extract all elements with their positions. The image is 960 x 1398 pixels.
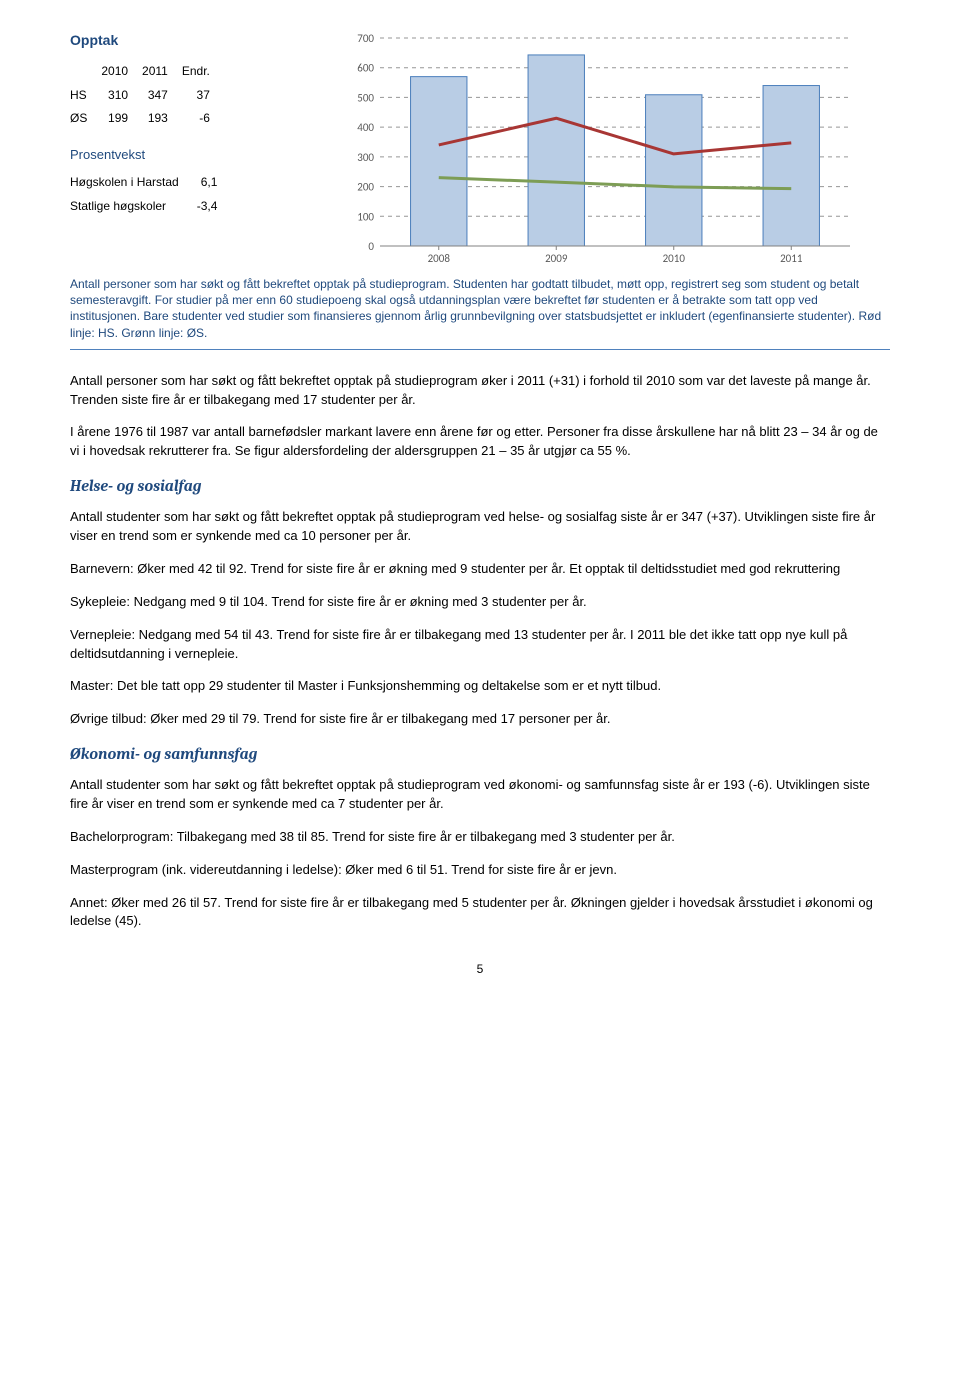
- prosent-table: Høgskolen i Harstad 6,1 Statlige høgskol…: [70, 171, 235, 218]
- table-row: ØS 199 193 -6: [70, 107, 224, 130]
- paragraph: Bachelorprogram: Tilbakegang med 38 til …: [70, 828, 890, 847]
- table-row: Høgskolen i Harstad 6,1: [70, 171, 235, 194]
- cell: 347: [142, 84, 182, 107]
- table-header-row: 2010 2011 Endr.: [70, 60, 224, 83]
- cell: 37: [182, 84, 224, 107]
- cell: -6: [182, 107, 224, 130]
- page-number: 5: [70, 961, 890, 978]
- opptak-table: 2010 2011 Endr. HS 310 347 37 ØS 199 193…: [70, 60, 224, 130]
- subheading-okonomi: Økonomi- og samfunnsfag: [70, 743, 890, 766]
- paragraph: Masterprogram (ink. videreutdanning i le…: [70, 861, 890, 880]
- row-label: Statlige høgskoler: [70, 195, 197, 218]
- paragraph: Antall personer som har søkt og fått bek…: [70, 372, 890, 410]
- cell: 199: [101, 107, 142, 130]
- table-row: Statlige høgskoler -3,4: [70, 195, 235, 218]
- chart-caption: Antall personer som har søkt og fått bek…: [70, 276, 890, 350]
- paragraph: Vernepleie: Nedgang med 54 til 43. Trend…: [70, 626, 890, 664]
- cell: 193: [142, 107, 182, 130]
- svg-text:2008: 2008: [428, 252, 451, 265]
- subheading-helse: Helse- og sosialfag: [70, 475, 890, 498]
- paragraph: Master: Det ble tatt opp 29 studenter ti…: [70, 677, 890, 696]
- th-2011: 2011: [142, 60, 182, 83]
- th-endr: Endr.: [182, 60, 224, 83]
- cell: -3,4: [197, 195, 236, 218]
- paragraph: Annet: Øker med 26 til 57. Trend for sis…: [70, 894, 890, 932]
- chart-column: 0 100 200 300 400 500 600 700 2008 2009 2010 2011: [340, 30, 890, 270]
- table-row: HS 310 347 37: [70, 84, 224, 107]
- th-blank: [70, 60, 101, 83]
- svg-text:400: 400: [357, 121, 374, 134]
- svg-text:2011: 2011: [780, 252, 803, 265]
- paragraph: I årene 1976 til 1987 var antall barnefø…: [70, 423, 890, 461]
- paragraph: Barnevern: Øker med 42 til 92. Trend for…: [70, 560, 890, 579]
- svg-text:100: 100: [357, 210, 374, 223]
- svg-text:200: 200: [357, 181, 374, 194]
- opptak-title: Opptak: [70, 30, 320, 50]
- svg-text:300: 300: [357, 151, 374, 164]
- svg-text:500: 500: [357, 91, 374, 104]
- paragraph: Antall studenter som har søkt og fått be…: [70, 776, 890, 814]
- chart-svg: 0 100 200 300 400 500 600 700 2008 2009 2010 2011: [340, 30, 860, 270]
- th-2010: 2010: [101, 60, 142, 83]
- svg-text:2009: 2009: [545, 252, 568, 265]
- paragraph: Antall studenter som har søkt og fått be…: [70, 508, 890, 546]
- row-label: HS: [70, 84, 101, 107]
- paragraph: Sykepleie: Nedgang med 9 til 104. Trend …: [70, 593, 890, 612]
- svg-text:2010: 2010: [663, 252, 686, 265]
- paragraph: Øvrige tilbud: Øker med 29 til 79. Trend…: [70, 710, 890, 729]
- cell: 310: [101, 84, 142, 107]
- svg-text:0: 0: [368, 240, 374, 253]
- svg-text:700: 700: [357, 32, 374, 45]
- cell: 6,1: [197, 171, 236, 194]
- top-section: Opptak 2010 2011 Endr. HS 310 347 37 ØS …: [70, 30, 890, 270]
- svg-text:600: 600: [357, 62, 374, 75]
- opptak-chart: 0 100 200 300 400 500 600 700 2008 2009 2010 2011: [340, 30, 860, 270]
- row-label: Høgskolen i Harstad: [70, 171, 197, 194]
- prosent-title: Prosentvekst: [70, 146, 320, 165]
- row-label: ØS: [70, 107, 101, 130]
- tables-column: Opptak 2010 2011 Endr. HS 310 347 37 ØS …: [70, 30, 320, 270]
